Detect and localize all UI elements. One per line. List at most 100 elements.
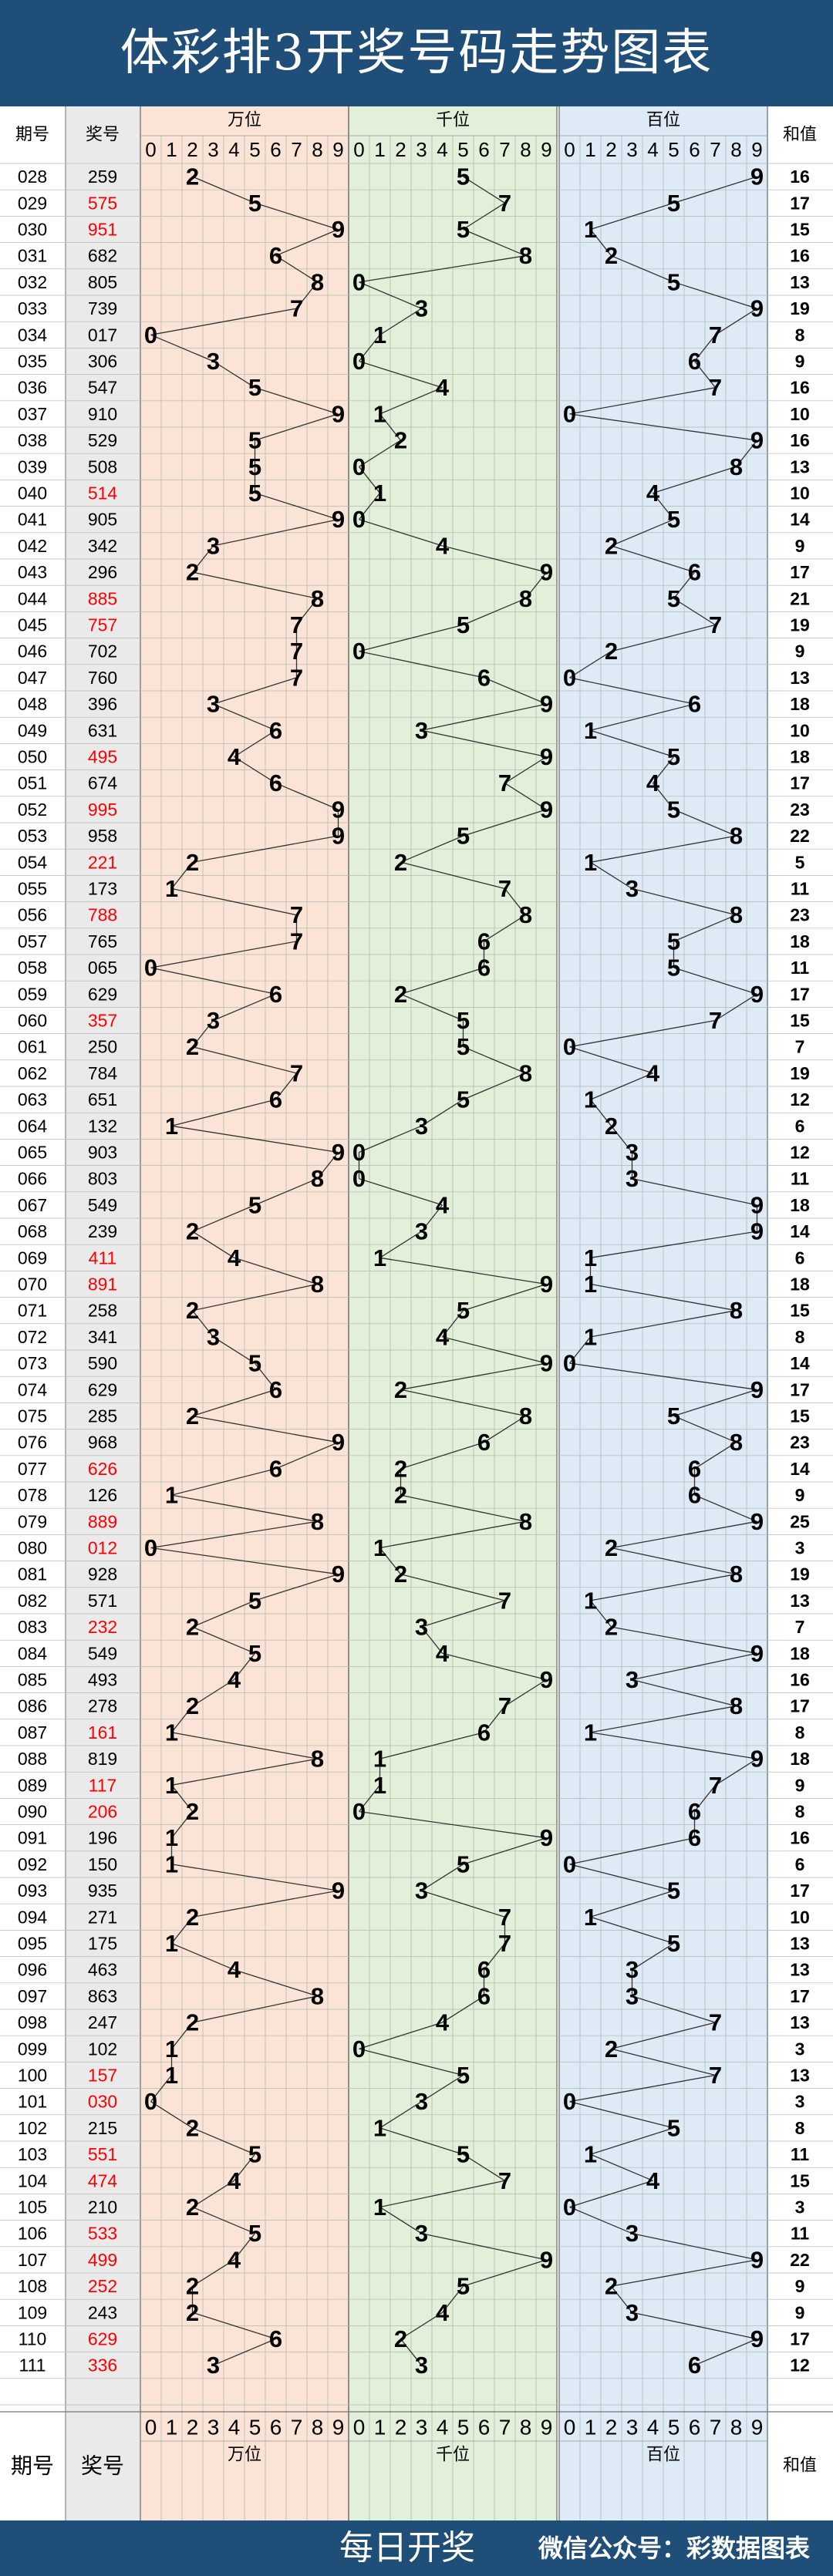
draw-digit-mark: 7 <box>290 295 303 322</box>
draw-digit-mark: 7 <box>290 611 303 638</box>
trend-line-segment <box>569 1019 716 1048</box>
trend-line-segment <box>504 756 547 784</box>
number-cell: 784 <box>88 1063 118 1083</box>
draw-digit-mark: 5 <box>457 1007 470 1034</box>
issue-cell: 066 <box>18 1169 47 1189</box>
sum-cell: 17 <box>790 1881 810 1901</box>
footer-digit-label: 3 <box>416 2416 428 2440</box>
trend-line-segment <box>255 413 339 441</box>
trend-line-segment <box>673 1389 757 1417</box>
sum-cell: 12 <box>790 1143 810 1163</box>
issue-cell: 062 <box>18 1063 47 1083</box>
trend-line-segment <box>694 1494 757 1522</box>
header-digit-label: 9 <box>541 138 551 161</box>
draw-digit-mark: 5 <box>248 427 261 454</box>
draw-digit-mark: 9 <box>332 796 345 823</box>
trend-line-segment <box>400 967 484 995</box>
draw-digit-mark: 7 <box>498 190 511 217</box>
draw-digit-mark: 2 <box>186 849 199 876</box>
issue-column-bg <box>0 106 66 2520</box>
issue-cell: 092 <box>18 1854 47 1874</box>
sum-cell: 7 <box>795 1617 805 1637</box>
draw-digit-mark: 6 <box>477 955 491 982</box>
number-cell: 928 <box>88 1564 117 1584</box>
draw-digit-mark: 3 <box>207 1007 220 1034</box>
sum-cell: 12 <box>790 2355 810 2376</box>
trend-line-segment <box>171 1125 339 1153</box>
number-cell: 259 <box>88 167 117 187</box>
draw-digit-mark: 7 <box>709 1007 722 1034</box>
draw-digit-mark: 8 <box>730 1561 743 1588</box>
number-cell: 258 <box>88 1301 117 1321</box>
trend-line-segment <box>233 2233 256 2261</box>
draw-digit-mark: 0 <box>352 1139 366 1166</box>
draw-digit-mark: 0 <box>563 1033 576 1060</box>
number-cell: 210 <box>88 2197 117 2217</box>
trend-line-segment <box>359 439 401 467</box>
draw-digit-mark: 9 <box>332 1561 345 1588</box>
issue-cell: 032 <box>18 272 47 292</box>
number-cell: 629 <box>88 1379 117 1399</box>
trend-line-segment <box>504 888 527 916</box>
header-digit-label: 4 <box>647 138 658 161</box>
draw-digit-mark: 0 <box>352 268 366 295</box>
issue-cell: 068 <box>18 1221 47 1241</box>
footer-digit-label: 8 <box>730 2416 743 2440</box>
number-cell: 995 <box>88 800 117 820</box>
trend-line-segment <box>442 1995 484 2023</box>
draw-digit-mark: 6 <box>269 769 282 796</box>
draw-digit-mark: 8 <box>311 1982 324 2009</box>
trend-line-segment <box>192 2312 276 2340</box>
draw-digit-mark: 0 <box>352 453 366 480</box>
draw-digit-mark: 3 <box>415 2352 428 2379</box>
trend-line-segment <box>611 2022 716 2049</box>
sum-cell: 3 <box>795 2197 805 2217</box>
issue-cell: 097 <box>18 1986 47 2006</box>
trend-line-segment <box>568 1336 592 1364</box>
trend-line-segment <box>150 308 297 335</box>
number-cell: 760 <box>88 668 117 688</box>
draw-digit-mark: 5 <box>457 2141 470 2168</box>
number-cell: 232 <box>88 1617 117 1637</box>
issue-cell: 085 <box>18 1670 47 1690</box>
draw-digit-mark: 9 <box>540 1824 553 1851</box>
number-cell: 117 <box>89 1775 117 1795</box>
trend-line-segment <box>170 861 194 889</box>
trend-line-segment <box>694 2338 757 2366</box>
draw-digit-mark: 6 <box>477 1429 491 1456</box>
trend-line-segment <box>611 1520 757 1549</box>
footer-digit-label: 4 <box>228 2416 241 2440</box>
draw-digit-mark: 1 <box>584 1086 597 1113</box>
trend-line-segment <box>275 783 339 810</box>
header-digit-label: 8 <box>312 138 322 161</box>
trend-line-segment <box>379 1520 526 1549</box>
draw-digit-mark: 8 <box>519 901 532 928</box>
number-cell: 551 <box>88 2144 117 2164</box>
number-cell: 951 <box>88 220 117 240</box>
issue-cell: 037 <box>18 404 47 424</box>
number-cell: 549 <box>88 1643 117 1663</box>
issue-cell: 111 <box>19 2355 46 2376</box>
trend-line-segment <box>632 1679 737 1707</box>
draw-digit-mark: 5 <box>457 2273 470 2300</box>
issue-cell: 028 <box>18 167 47 187</box>
issue-cell: 098 <box>18 2012 47 2032</box>
trend-line-segment <box>590 703 695 731</box>
draw-digit-mark: 1 <box>373 1772 386 1799</box>
draw-digit-mark: 3 <box>626 1165 639 1192</box>
draw-digit-mark: 9 <box>540 559 553 586</box>
number-cell: 757 <box>88 615 117 635</box>
trend-line-segment <box>524 571 548 599</box>
draw-digit-mark: 5 <box>248 453 261 480</box>
trend-line-segment <box>359 2048 464 2076</box>
draw-digit-mark: 5 <box>248 2141 261 2168</box>
draw-digit-mark: 2 <box>186 2299 199 2326</box>
number-cell: 342 <box>88 536 117 556</box>
sum-cell: 10 <box>790 1907 810 1927</box>
trend-line-segment <box>192 1204 255 1232</box>
trend-line-segment <box>590 1706 737 1733</box>
draw-digit-mark: 8 <box>730 1429 743 1456</box>
issue-cell: 046 <box>18 641 47 662</box>
number-cell: 278 <box>88 1696 117 1716</box>
trend-line-segment <box>590 861 632 890</box>
